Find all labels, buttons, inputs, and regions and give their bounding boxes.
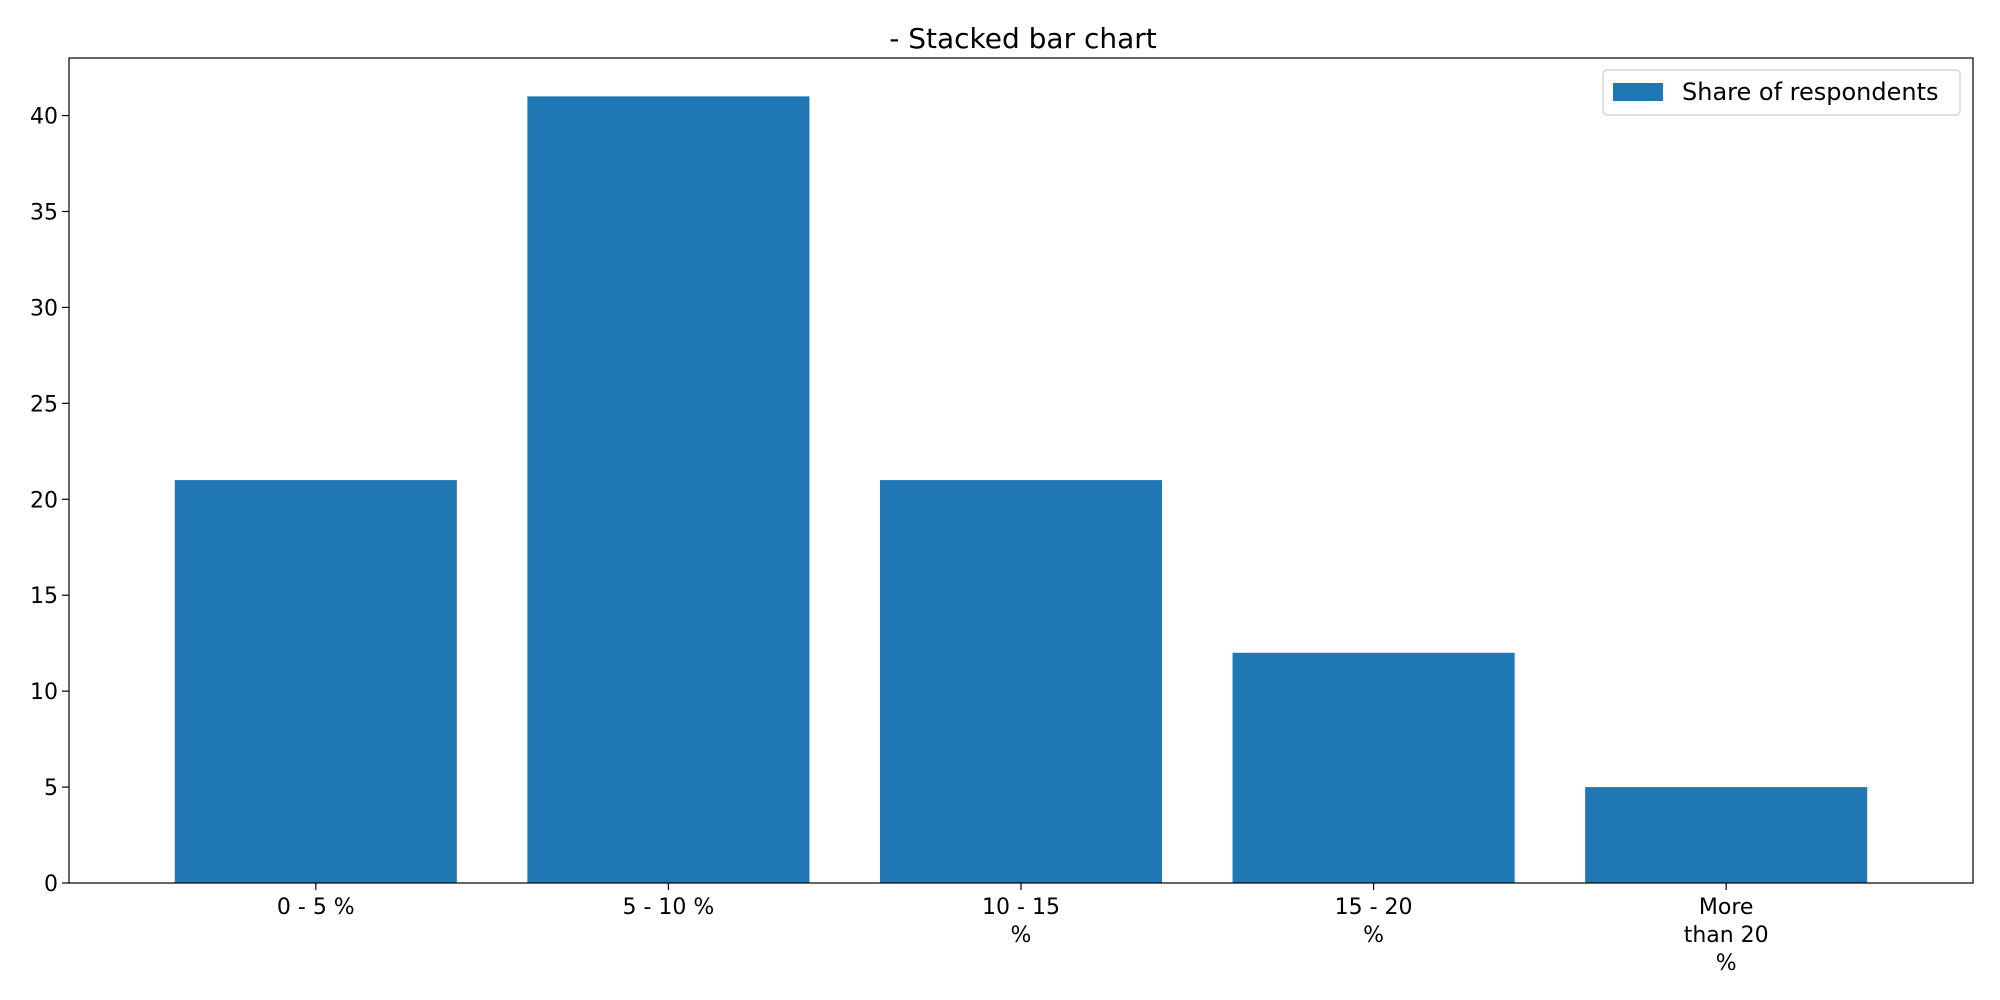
bar xyxy=(174,480,457,883)
legend-box xyxy=(1602,69,1961,116)
x-tick-label-line: % xyxy=(1716,951,1737,976)
x-tick-label-line: % xyxy=(1363,923,1384,948)
x-axis: 0 - 5 % 5 - 10 % 10 - 15 %15 - 20 %More than … xyxy=(277,883,1769,976)
y-tick-label: 0 xyxy=(44,872,58,897)
x-tick-label: 10 - 15% xyxy=(982,895,1060,948)
chart-title: - Stacked bar chart xyxy=(889,22,1157,55)
x-tick-label-line: 10 - 15 xyxy=(982,895,1060,920)
bar xyxy=(1232,652,1515,883)
x-tick-label-line: 5 - 10 % xyxy=(622,895,714,920)
bar xyxy=(1585,787,1868,883)
x-tick-label-line: % xyxy=(1011,923,1032,948)
bar xyxy=(879,480,1163,883)
y-tick-label: 20 xyxy=(30,488,58,513)
plot-frame xyxy=(68,57,1974,884)
y-tick-label: 10 xyxy=(30,680,58,705)
x-tick-label-line: 0 - 5 % xyxy=(277,895,355,920)
y-tick-label: 25 xyxy=(30,392,58,417)
y-tick-label: 5 xyxy=(44,776,58,801)
x-tick-label: 0 - 5 % xyxy=(277,895,355,920)
bar-series xyxy=(174,96,1868,884)
legend: Share of respondents xyxy=(1602,69,1961,116)
legend-swatch xyxy=(1613,83,1663,101)
y-tick-label: 30 xyxy=(30,296,58,321)
x-tick-label: 5 - 10 % xyxy=(622,895,714,920)
y-tick-label: 15 xyxy=(30,584,58,609)
bar xyxy=(527,96,810,884)
y-axis: 0 5 10 15 20 25 30 35 40 xyxy=(30,105,69,897)
y-tick-label: 40 xyxy=(30,105,58,130)
x-tick-label-line: than 20 xyxy=(1684,923,1769,948)
x-tick-label-line: More xyxy=(1699,895,1754,920)
x-tick-label-line: 15 - 20 xyxy=(1335,895,1413,920)
y-tick-label: 35 xyxy=(30,200,58,225)
x-tick-label: More than 20% xyxy=(1684,895,1769,976)
legend-label: Share of respondents xyxy=(1682,78,1939,106)
x-tick-label: 15 - 20% xyxy=(1335,895,1413,948)
